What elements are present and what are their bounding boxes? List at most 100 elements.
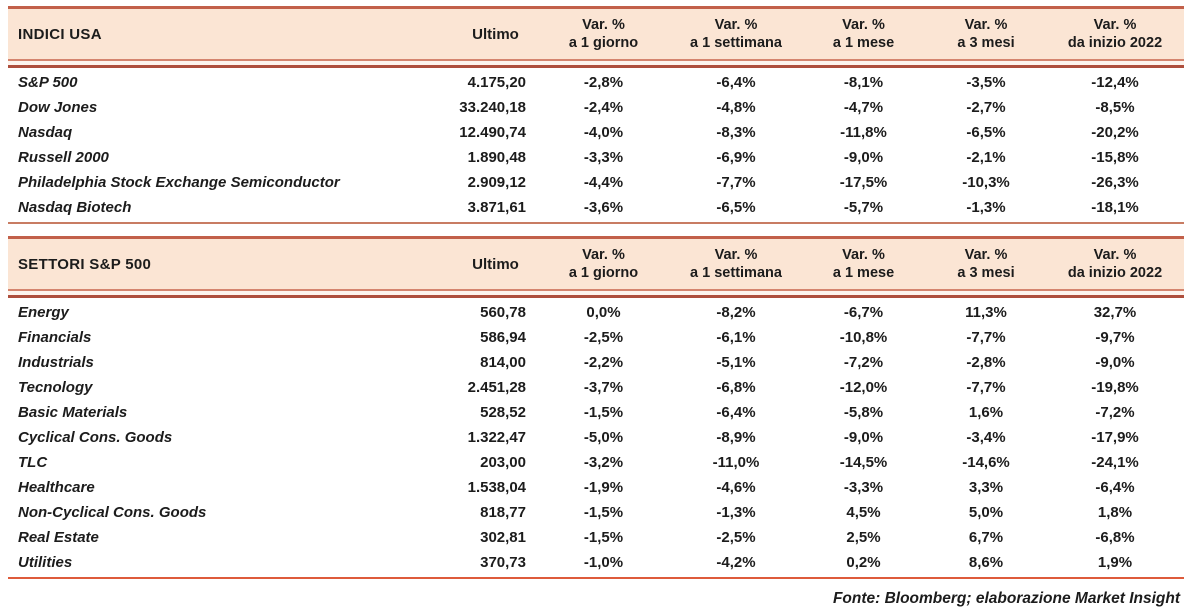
var-value: -18,1%: [1091, 199, 1139, 216]
table-header-row: INDICI USA Ultimo Var. % a 1 giorno Var. % a …: [8, 6, 1184, 59]
row-label: Financials: [18, 329, 92, 346]
var-value: -1,5%: [583, 404, 624, 421]
var-value: -17,5%: [839, 174, 888, 191]
ultimo-value: 33.240,18: [459, 99, 526, 116]
table-row: Real Estate 302,81 -1,5% -2,5% 2,5% 6,7% -6,8%: [8, 525, 1184, 550]
var-value: -6,8%: [716, 379, 756, 396]
ultimo-value: 2.451,28: [467, 379, 526, 396]
var-percent-label: Var. %: [964, 16, 1008, 33]
var-percent-label: Var. %: [1093, 16, 1137, 33]
var-value: -6,4%: [1095, 479, 1135, 496]
row-label: Nasdaq: [18, 124, 73, 141]
column-header-var: Var. % a 1 mese: [801, 9, 926, 59]
ultimo-value: 1.890,48: [467, 149, 526, 166]
var-value: 0,0%: [586, 304, 621, 321]
var-value: 32,7%: [1093, 304, 1137, 321]
column-header-var: Var. % a 3 mesi: [926, 239, 1046, 289]
var-value: -3,3%: [843, 479, 884, 496]
var-period-label: a 3 mesi: [957, 264, 1015, 281]
table-row: TLC 203,00 -3,2% -11,0% -14,5% -14,6% -24,1%: [8, 450, 1184, 475]
var-value: -6,8%: [1095, 529, 1135, 546]
table-title: SETTORI S&P 500: [18, 255, 152, 273]
var-value: -6,4%: [716, 404, 756, 421]
column-header-var: Var. % a 3 mesi: [926, 9, 1046, 59]
var-value: -5,0%: [583, 429, 624, 446]
var-value: 3,3%: [968, 479, 1004, 496]
var-period-label: a 1 giorno: [568, 34, 639, 51]
var-value: -1,3%: [716, 504, 756, 521]
ultimo-value: 1.322,47: [467, 429, 526, 446]
var-value: -8,3%: [716, 124, 756, 141]
var-value: -8,1%: [843, 74, 884, 91]
var-value: -2,5%: [716, 529, 756, 546]
column-header-var: Var. % da inizio 2022: [1046, 9, 1184, 59]
var-value: -1,5%: [583, 529, 624, 546]
var-value: -1,9%: [583, 479, 624, 496]
var-value: -17,9%: [1091, 429, 1139, 446]
column-header-var: Var. % a 1 giorno: [536, 9, 671, 59]
table-row: Russell 2000 1.890,48 -3,3% -6,9% -9,0% -2,1%…: [8, 145, 1184, 170]
var-value: -9,0%: [1095, 354, 1135, 371]
var-value: -24,1%: [1091, 454, 1139, 471]
table-row: Healthcare 1.538,04 -1,9% -4,6% -3,3% 3,3% -6,…: [8, 475, 1184, 500]
var-value: -9,0%: [843, 429, 884, 446]
column-header-var: Var. % a 1 settimana: [671, 239, 801, 289]
ultimo-value: 528,52: [480, 404, 526, 421]
var-period-label: a 3 mesi: [957, 34, 1015, 51]
var-value: -4,8%: [716, 99, 756, 116]
var-value: -15,8%: [1091, 149, 1139, 166]
var-value: -4,0%: [583, 124, 624, 141]
column-header-ultimo: Ultimo: [472, 25, 519, 43]
table-title: INDICI USA: [18, 25, 102, 43]
row-label: Real Estate: [18, 529, 99, 546]
table-bottom-border: [8, 577, 1184, 579]
column-header-ultimo: Ultimo: [472, 255, 519, 273]
table-row: Utilities 370,73 -1,0% -4,2% 0,2% 8,6% 1,9%: [8, 550, 1184, 575]
table-row: Basic Materials 528,52 -1,5% -6,4% -5,8% 1,6%…: [8, 400, 1184, 425]
var-value: 1,9%: [1097, 554, 1133, 571]
ultimo-value: 814,00: [480, 354, 526, 371]
table-row: Energy 560,78 0,0% -8,2% -6,7% 11,3% 32,7%: [8, 300, 1184, 325]
var-value: -4,7%: [843, 99, 884, 116]
header-divider-double-line: [8, 59, 1184, 68]
ultimo-value: 203,00: [480, 454, 526, 471]
var-value: -2,1%: [966, 149, 1006, 166]
var-value: 8,6%: [968, 554, 1004, 571]
column-header-var: Var. % da inizio 2022: [1046, 239, 1184, 289]
row-label: Utilities: [18, 554, 73, 571]
var-percent-label: Var. %: [964, 246, 1008, 263]
ultimo-value: 1.538,04: [467, 479, 526, 496]
var-value: -2,8%: [583, 74, 624, 91]
var-value: 1,6%: [968, 404, 1004, 421]
var-value: -8,5%: [1095, 99, 1135, 116]
row-label: Russell 2000: [18, 149, 109, 166]
table-section-settori-sp500: SETTORI S&P 500 Ultimo Var. % a 1 giorno Var…: [8, 236, 1184, 579]
row-label: Cyclical Cons. Goods: [18, 429, 173, 446]
table-bottom-border: [8, 222, 1184, 224]
var-period-label: a 1 mese: [832, 264, 895, 281]
var-value: -1,3%: [966, 199, 1006, 216]
table-row: Nasdaq Biotech 3.871,61 -3,6% -6,5% -5,7% -1,…: [8, 195, 1184, 220]
var-period-label: a 1 settimana: [690, 264, 782, 281]
var-value: -8,9%: [716, 429, 756, 446]
var-value: -1,5%: [583, 504, 624, 521]
table-row: Tecnology 2.451,28 -3,7% -6,8% -12,0% -7,7% -1…: [8, 375, 1184, 400]
var-value: -12,4%: [1091, 74, 1139, 91]
var-value: -3,7%: [583, 379, 624, 396]
var-value: -3,2%: [583, 454, 624, 471]
header-divider-double-line: [8, 289, 1184, 298]
var-period-label: da inizio 2022: [1067, 264, 1163, 281]
source-note: Fonte: Bloomberg; elaborazione Market In…: [832, 590, 1180, 607]
table-row: Philadelphia Stock Exchange Semiconducto…: [8, 170, 1184, 195]
column-header-var: Var. % a 1 mese: [801, 239, 926, 289]
var-percent-label: Var. %: [582, 246, 625, 263]
var-value: -6,1%: [716, 329, 756, 346]
var-value: 11,3%: [965, 304, 1007, 321]
ultimo-value: 3.871,61: [467, 199, 526, 216]
var-value: -3,3%: [583, 149, 624, 166]
table-body: S&P 500 4.175,20 -2,8% -6,4% -8,1% -3,5% -12,4…: [8, 68, 1184, 222]
var-percent-label: Var. %: [714, 246, 758, 263]
ultimo-value: 4.175,20: [467, 74, 526, 91]
var-value: -7,7%: [966, 329, 1006, 346]
var-value: 5,0%: [968, 504, 1004, 521]
